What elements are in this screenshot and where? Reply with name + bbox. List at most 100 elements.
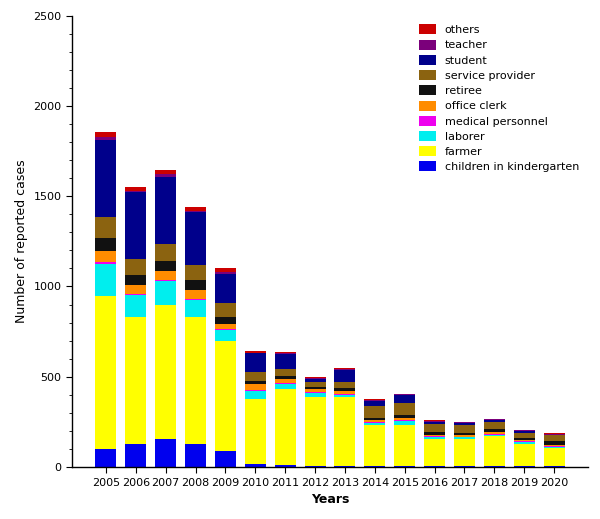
Bar [125, 284, 146, 294]
Bar [125, 275, 146, 284]
Bar [334, 370, 355, 382]
Bar [245, 373, 266, 381]
Bar [305, 393, 326, 397]
Bar [454, 423, 475, 426]
Bar [305, 377, 326, 378]
Bar [305, 382, 326, 387]
Bar [95, 138, 116, 140]
Bar [544, 466, 565, 467]
Bar [215, 304, 236, 317]
Bar [125, 193, 146, 259]
Bar [394, 393, 415, 394]
Bar [424, 431, 445, 435]
Bar [95, 264, 116, 295]
Bar [484, 420, 505, 422]
Bar [334, 382, 355, 388]
Bar [95, 140, 116, 217]
Bar [95, 238, 116, 251]
Bar [454, 421, 475, 422]
Bar [454, 433, 475, 435]
Bar [155, 174, 176, 177]
Bar [514, 430, 535, 431]
Bar [364, 466, 385, 467]
Bar [215, 324, 236, 329]
Bar [394, 415, 415, 418]
Legend: others, teacher, student, service provider, retiree, office clerk, medical perso: others, teacher, student, service provid… [416, 21, 583, 175]
Bar [454, 438, 475, 439]
Bar [484, 432, 505, 434]
Bar [305, 389, 326, 392]
Bar [454, 439, 475, 466]
Bar [275, 383, 296, 384]
Bar [155, 177, 176, 244]
Bar [364, 422, 385, 423]
Bar [95, 263, 116, 264]
Bar [245, 391, 266, 399]
Bar [334, 368, 355, 369]
Bar [364, 418, 385, 420]
Bar [185, 212, 206, 265]
Bar [334, 369, 355, 370]
Bar [185, 208, 206, 211]
Bar [305, 387, 326, 389]
Bar [484, 434, 505, 436]
Bar [544, 433, 565, 434]
Bar [394, 418, 415, 420]
Bar [484, 429, 505, 432]
Bar [155, 244, 176, 261]
Bar [245, 352, 266, 353]
X-axis label: Years: Years [311, 493, 349, 506]
Bar [95, 132, 116, 138]
Bar [394, 425, 415, 466]
Bar [424, 424, 445, 431]
Bar [305, 392, 326, 393]
Bar [364, 406, 385, 418]
Bar [125, 259, 146, 275]
Bar [364, 425, 385, 466]
Bar [185, 280, 206, 290]
Bar [454, 435, 475, 436]
Bar [275, 376, 296, 379]
Bar [394, 395, 415, 403]
Bar [514, 433, 535, 438]
Bar [215, 272, 236, 274]
Bar [305, 378, 326, 379]
Bar [125, 190, 146, 193]
Bar [454, 466, 475, 467]
Bar [245, 464, 266, 467]
Bar [334, 466, 355, 467]
Bar [394, 420, 415, 421]
Bar [454, 422, 475, 423]
Bar [544, 435, 565, 441]
Bar [394, 403, 415, 415]
Bar [245, 381, 266, 385]
Bar [245, 390, 266, 391]
Bar [514, 440, 535, 442]
Bar [484, 419, 505, 420]
Bar [424, 466, 445, 467]
Bar [484, 466, 505, 467]
Bar [424, 437, 445, 439]
Bar [155, 306, 176, 439]
Bar [514, 431, 535, 433]
Bar [275, 384, 296, 389]
Bar [424, 420, 445, 421]
Bar [245, 351, 266, 352]
Bar [544, 448, 565, 466]
Bar [394, 394, 415, 395]
Bar [334, 397, 355, 466]
Bar [155, 170, 176, 174]
Bar [305, 466, 326, 467]
Bar [155, 281, 176, 306]
Bar [125, 444, 146, 467]
Bar [125, 187, 146, 190]
Bar [484, 436, 505, 466]
Bar [185, 444, 206, 467]
Bar [275, 354, 296, 369]
Bar [185, 265, 206, 280]
Bar [334, 391, 355, 394]
Y-axis label: Number of reported cases: Number of reported cases [15, 159, 28, 323]
Bar [215, 340, 236, 451]
Bar [245, 385, 266, 390]
Bar [334, 388, 355, 391]
